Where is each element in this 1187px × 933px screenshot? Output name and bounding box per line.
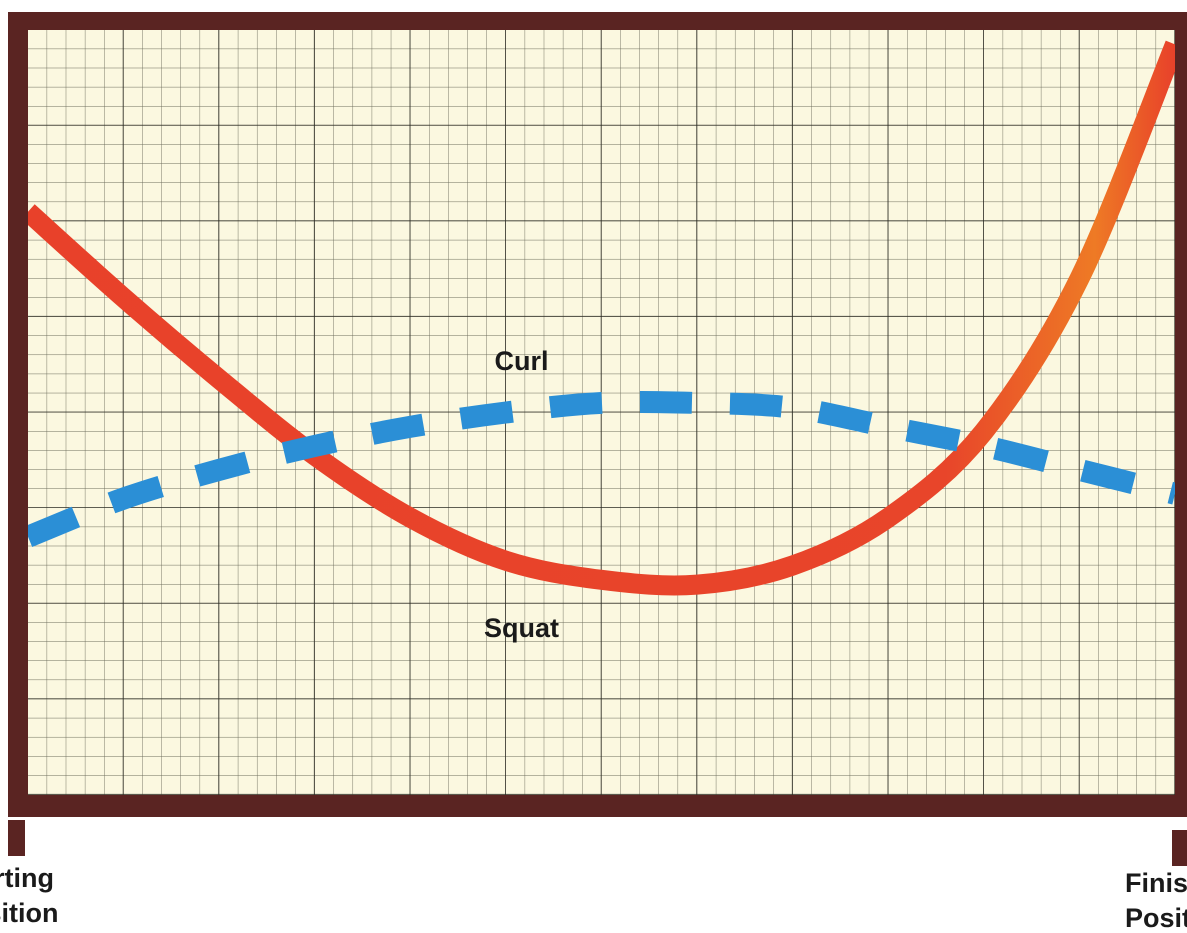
series-line bbox=[28, 391, 1175, 548]
series-label: Squat bbox=[484, 613, 559, 643]
start-label: Starting bbox=[0, 863, 54, 893]
series-label: Curl bbox=[495, 346, 549, 376]
series-line bbox=[28, 40, 1175, 596]
end-label: Finishing bbox=[1125, 868, 1187, 898]
lines bbox=[28, 40, 1175, 596]
end-marker bbox=[1172, 830, 1187, 866]
end-label: Position bbox=[1125, 903, 1187, 933]
start-label: Position bbox=[0, 898, 59, 928]
start-marker bbox=[8, 820, 25, 856]
